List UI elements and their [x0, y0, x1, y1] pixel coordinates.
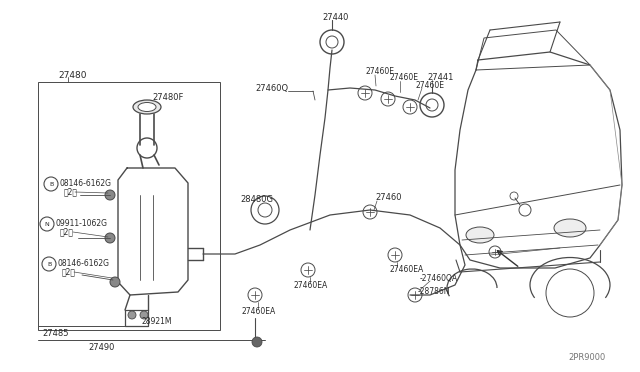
Text: （2）: （2） — [64, 187, 78, 196]
Text: 27480: 27480 — [58, 71, 86, 80]
Text: 27480F: 27480F — [152, 93, 184, 103]
Circle shape — [252, 337, 262, 347]
Bar — [38, 82, 220, 330]
Text: （2）: （2） — [62, 267, 76, 276]
Circle shape — [140, 311, 148, 319]
Text: 28480G: 28480G — [240, 196, 273, 205]
Text: 27490: 27490 — [88, 343, 115, 353]
Text: B: B — [47, 262, 51, 266]
Text: 08146-6162G: 08146-6162G — [58, 260, 110, 269]
Text: 27460E: 27460E — [390, 74, 419, 83]
Text: 27460Q: 27460Q — [255, 83, 288, 93]
Text: 08146-6162G: 08146-6162G — [60, 180, 112, 189]
Text: 27460EA: 27460EA — [390, 266, 424, 275]
Ellipse shape — [133, 100, 161, 114]
Text: 27441: 27441 — [427, 74, 453, 83]
Text: 27440: 27440 — [322, 13, 348, 22]
Circle shape — [128, 311, 136, 319]
Ellipse shape — [554, 219, 586, 237]
Text: 2PR9000: 2PR9000 — [568, 353, 605, 362]
Text: 09911-1062G: 09911-1062G — [56, 219, 108, 228]
Text: 27460EA: 27460EA — [294, 282, 328, 291]
Ellipse shape — [466, 227, 494, 243]
Text: -28786N: -28786N — [418, 288, 451, 296]
Circle shape — [105, 233, 115, 243]
Text: 27460E: 27460E — [415, 80, 444, 90]
Circle shape — [110, 277, 120, 287]
Text: 27460: 27460 — [375, 193, 401, 202]
Text: 27460E: 27460E — [365, 67, 394, 77]
Text: N: N — [45, 221, 49, 227]
Text: 27460EA: 27460EA — [242, 308, 276, 317]
Text: 27485: 27485 — [42, 330, 68, 339]
Text: -27460QA: -27460QA — [420, 273, 458, 282]
Ellipse shape — [138, 103, 156, 112]
Text: 28921M: 28921M — [142, 317, 173, 327]
Circle shape — [105, 190, 115, 200]
Text: B: B — [49, 182, 53, 186]
Text: （2）: （2） — [60, 228, 74, 237]
